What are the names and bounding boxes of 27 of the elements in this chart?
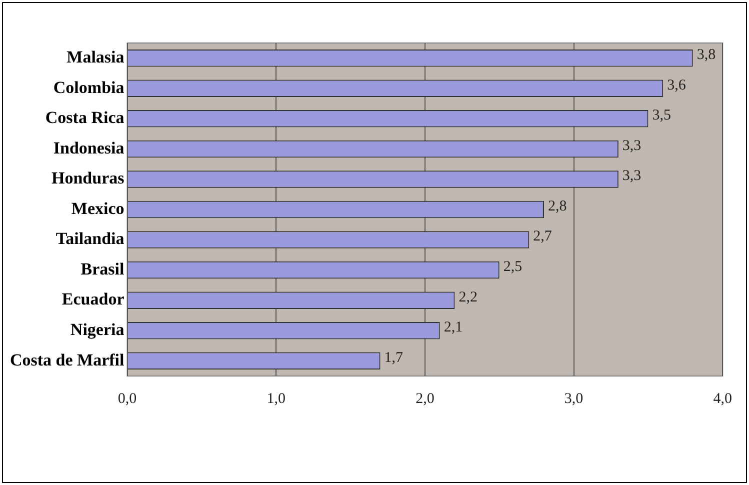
y-tick-label: Malasia: [66, 48, 125, 67]
y-tick-label: Costa Rica: [45, 108, 125, 128]
data-label: 3,5: [652, 108, 671, 124]
y-tick-label: Costa de Marfil: [10, 350, 125, 370]
x-tick-label: 4,0: [713, 390, 732, 407]
data-label: 3,3: [622, 138, 642, 154]
y-tick-label: Nigeria: [70, 320, 125, 339]
x-tick-label: 3,0: [564, 390, 584, 407]
data-label: 1,7: [384, 350, 404, 366]
data-label: 3,8: [696, 47, 716, 64]
y-tick-label: Colombia: [53, 78, 125, 97]
data-label: 3,6: [667, 77, 686, 94]
data-label: 2,8: [548, 198, 567, 214]
x-tick-label: 1,0: [266, 390, 286, 407]
y-tick-label: Ecuador: [62, 290, 125, 309]
data-label: 2,7: [533, 228, 552, 245]
y-tick-label: Indonesia: [53, 138, 125, 158]
y-tick-label: Tailandia: [56, 229, 125, 248]
x-tick-label: 0,0: [118, 390, 137, 407]
x-tick-label: 2,0: [416, 390, 434, 407]
y-tick-label: Honduras: [52, 168, 125, 188]
data-label: 2,5: [503, 258, 522, 275]
y-tick-label: Mexico: [71, 198, 124, 218]
data-label: 3,3: [622, 168, 642, 184]
data-label: 2,1: [444, 320, 463, 336]
y-tick-label: Brasil: [80, 259, 125, 278]
data-label: 2,2: [458, 289, 478, 306]
